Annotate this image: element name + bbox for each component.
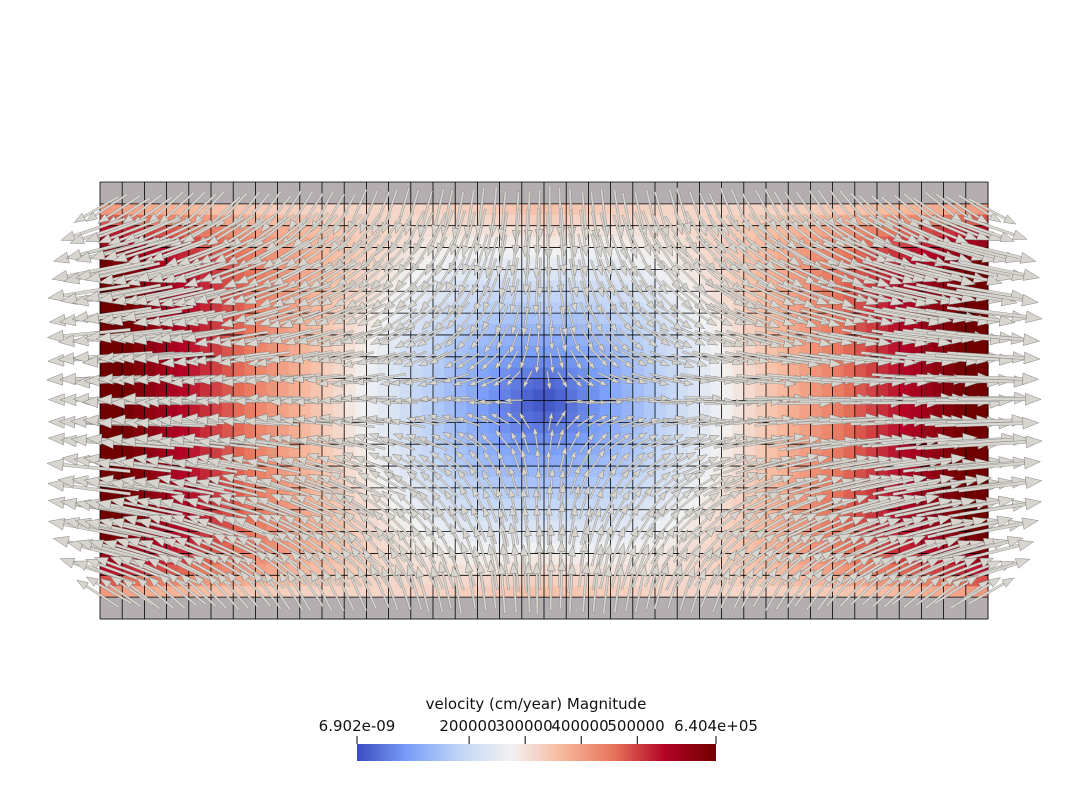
colorbar-tick-label-1: 200000	[439, 717, 497, 735]
colorbar-tick-label-4: 500000	[607, 717, 665, 735]
colorbar-title: velocity (cm/year) Magnitude	[425, 695, 647, 713]
colorbar-gradient	[357, 744, 716, 761]
colorbar-max-label: 6.404e+05	[674, 717, 758, 735]
colorbar-tick-marks	[356, 736, 717, 744]
velocity-glyphs	[46, 185, 1043, 615]
colorbar-tick-label-2: 300000	[495, 717, 553, 735]
colorbar	[356, 736, 717, 761]
colorbar-min-label: 6.902e-09	[318, 717, 396, 735]
colorbar-tick-label-3: 400000	[551, 717, 609, 735]
